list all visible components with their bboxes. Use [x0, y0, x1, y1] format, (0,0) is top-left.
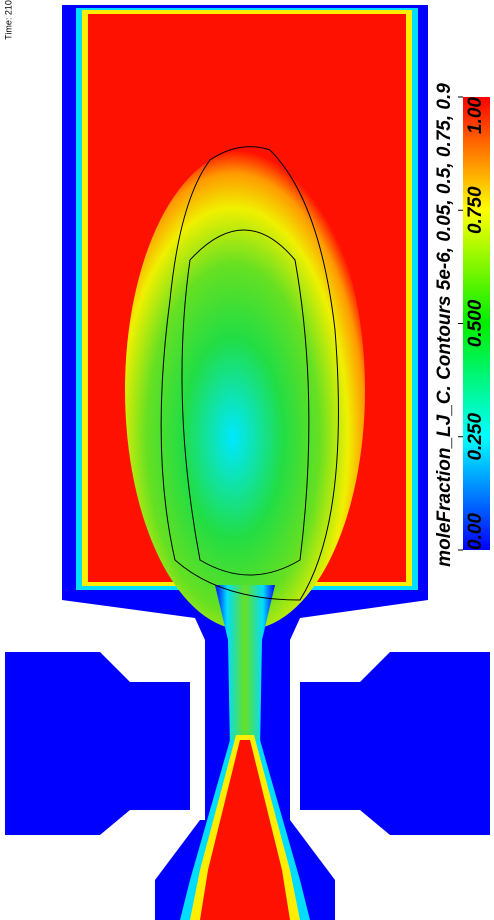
tick-label: 1.00: [465, 97, 486, 134]
contour: [160, 146, 339, 601]
colorbar-ticks: 0.00 0.250 0.500 0.750 1.00: [458, 96, 486, 551]
lower-red: [200, 740, 290, 920]
time-label: Time: 210: [3, 0, 13, 40]
tick-label: 0.00: [465, 513, 486, 550]
tick-label: 0.500: [465, 299, 486, 347]
tick-label: 0.750: [465, 186, 486, 234]
jet: [215, 585, 275, 860]
plume: [125, 150, 365, 630]
colorbar-title: moleFraction_LJ_C. Contours 5e-6, 0.05, …: [434, 83, 455, 567]
colorbar: [463, 97, 490, 550]
contour: [181, 229, 310, 576]
tick-label: 0.250: [465, 413, 486, 461]
